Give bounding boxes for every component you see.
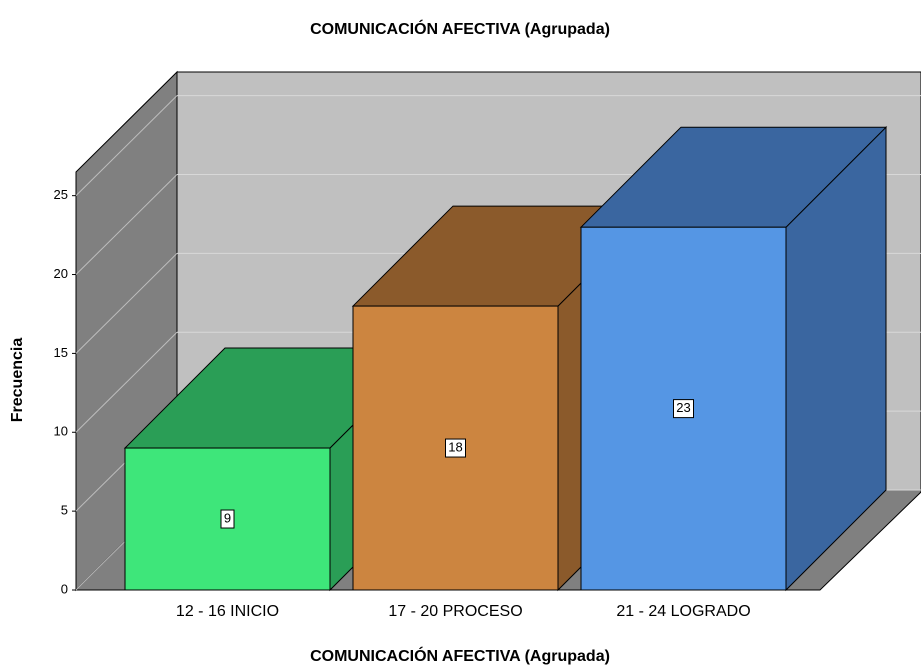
- grid-line: [75, 95, 178, 197]
- value-label: 18: [448, 439, 462, 454]
- value-label: 23: [676, 400, 690, 415]
- chart-title: COMUNICACIÓN AFECTIVA (Agrupada): [310, 19, 610, 38]
- y-tick-label: 15: [54, 345, 68, 360]
- x-tick-label: 17 - 20 PROCESO: [388, 603, 522, 620]
- y-tick-label: 10: [54, 424, 68, 439]
- grid-line: [75, 253, 178, 354]
- x-tick-label: 21 - 24 LOGRADO: [616, 603, 750, 620]
- y-axis-title: Frecuencia: [9, 338, 26, 423]
- value-label-box: [220, 509, 235, 529]
- value-label-box: [673, 399, 694, 419]
- bars: 9 18 23: [123, 126, 888, 592]
- x-tick-label: 12 - 16 INICIO: [176, 603, 279, 620]
- y-tick-label: 0: [61, 581, 68, 596]
- grid-line: [75, 331, 178, 433]
- value-label-box: [445, 438, 466, 458]
- y-tick-label: 25: [54, 187, 68, 202]
- value-label: 9: [224, 510, 231, 525]
- x-axis-title: COMUNICACIÓN AFECTIVA (Agrupada): [310, 646, 610, 665]
- grid-line: [75, 174, 178, 275]
- bar-group: 23: [579, 126, 888, 592]
- y-tick-label: 5: [61, 503, 68, 518]
- y-tick-label: 20: [54, 266, 68, 281]
